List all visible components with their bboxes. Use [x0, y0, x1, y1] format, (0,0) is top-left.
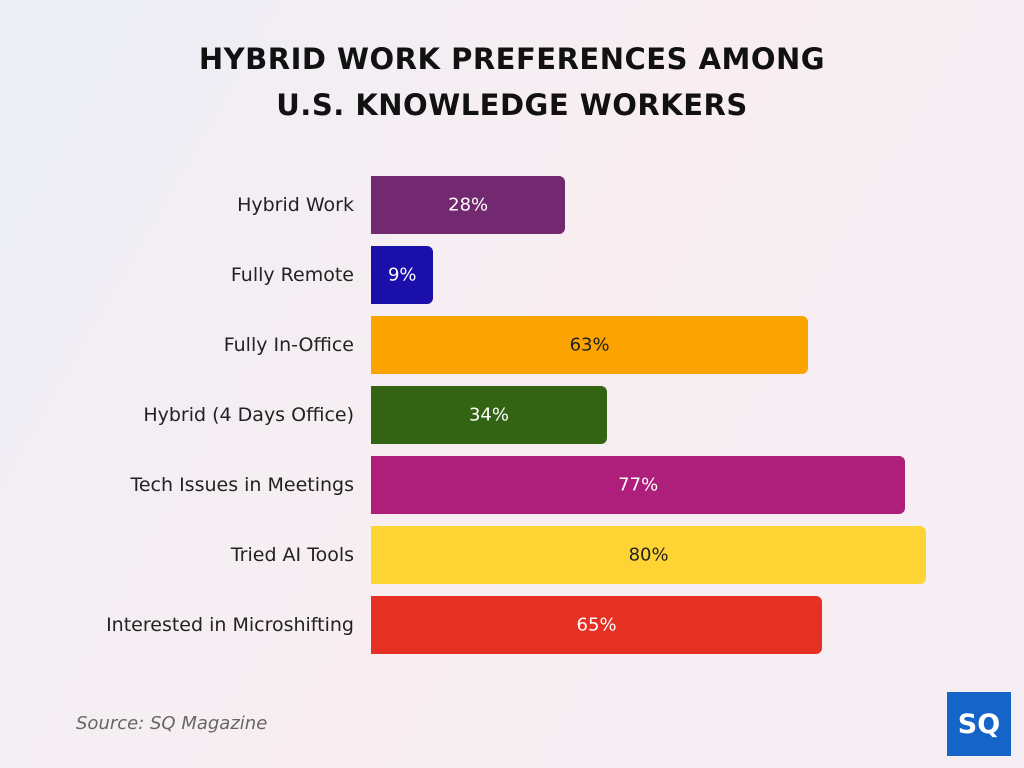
- bar: [371, 316, 809, 374]
- value-label: 63%: [569, 334, 610, 356]
- category-label: Hybrid (4 Days Office): [143, 404, 354, 426]
- logo: SQ: [947, 692, 1011, 756]
- category-label: Fully Remote: [230, 264, 354, 286]
- bar: [371, 386, 607, 444]
- bar: [371, 456, 906, 514]
- value-label: 80%: [628, 544, 669, 566]
- category-label: Tried AI Tools: [230, 544, 354, 566]
- bar: [371, 596, 823, 654]
- value-label: 65%: [576, 614, 617, 636]
- category-label: Tech Issues in Meetings: [130, 474, 354, 496]
- bar: [371, 526, 927, 584]
- bar: [371, 246, 434, 304]
- category-label: Fully In-Office: [223, 334, 354, 356]
- value-label: 28%: [448, 194, 489, 216]
- source: Source: SQ Magazine: [76, 713, 268, 734]
- chart-title: HYBRID WORK PREFERENCES AMONG U.S. KNOWL…: [198, 42, 826, 122]
- category-label: Hybrid Work: [237, 194, 354, 216]
- value-label: 34%: [468, 404, 509, 426]
- bar: [371, 176, 566, 234]
- category-label: Interested in Microshifting: [106, 614, 354, 636]
- value-label: 9%: [387, 264, 417, 286]
- value-label: 77%: [618, 474, 659, 496]
